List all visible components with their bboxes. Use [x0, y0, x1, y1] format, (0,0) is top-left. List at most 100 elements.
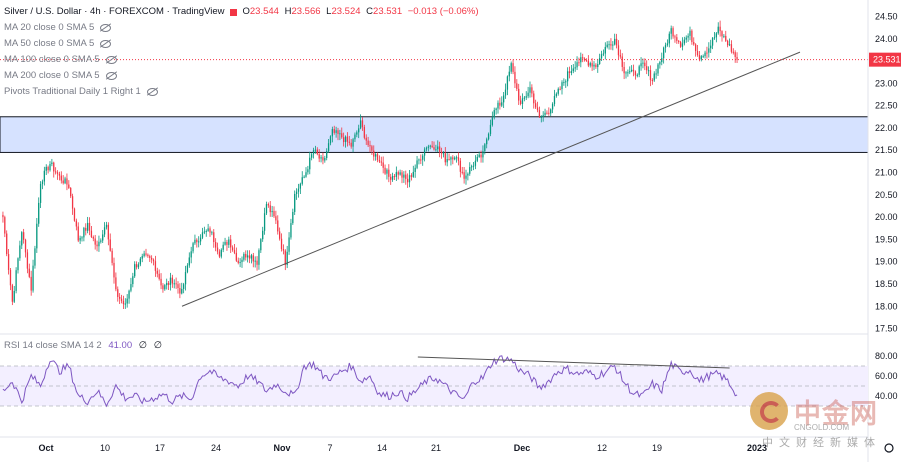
- flag-icon[interactable]: [229, 8, 237, 16]
- candle-body: [19, 245, 21, 259]
- candle-body: [262, 230, 264, 240]
- eye-hidden-icon[interactable]: [105, 72, 117, 80]
- candle-body: [480, 154, 482, 158]
- candle-body: [713, 37, 716, 39]
- indicator-ma50[interactable]: MA 50 close 0 SMA 5: [4, 36, 482, 52]
- candle-body: [194, 239, 196, 244]
- candle-body: [102, 234, 104, 241]
- candle-body: [598, 58, 601, 64]
- candle-body: [363, 127, 366, 138]
- candle-body: [452, 157, 454, 160]
- time-tick-label: Oct: [38, 443, 53, 453]
- candle-body: [450, 157, 452, 160]
- eye-hidden-icon[interactable]: [100, 24, 112, 32]
- candle-body: [62, 180, 64, 184]
- candle-body: [13, 290, 15, 302]
- candle-body: [248, 255, 251, 259]
- candle-body: [525, 96, 527, 98]
- candle-body: [442, 153, 445, 155]
- indicator-ma100-label: MA 100 close 0 SMA 5: [4, 54, 100, 65]
- candle-body: [145, 253, 147, 255]
- rsi-empty-2: ∅: [153, 340, 162, 351]
- eye-hidden-icon[interactable]: [105, 56, 117, 64]
- candle-body: [47, 166, 49, 171]
- candle-body: [397, 172, 399, 175]
- candle-body: [246, 255, 249, 258]
- candle-body: [593, 64, 595, 67]
- candle-body: [120, 298, 123, 301]
- candle-body: [657, 64, 659, 74]
- candle-body: [51, 162, 53, 165]
- candle-body: [670, 28, 672, 34]
- candle-body: [719, 26, 721, 32]
- candle-body: [489, 124, 492, 134]
- candle-body: [551, 103, 554, 110]
- candle-body: [444, 153, 446, 163]
- candle-body: [630, 69, 633, 72]
- candle-body: [60, 175, 62, 181]
- candle-body: [382, 162, 384, 168]
- candle-body: [201, 232, 204, 238]
- candle-body: [606, 44, 608, 47]
- candle-body: [192, 243, 194, 252]
- candle-body: [228, 239, 230, 245]
- candle-body: [519, 100, 522, 104]
- candle-body: [207, 228, 209, 231]
- candle-body: [184, 272, 187, 285]
- candle-body: [348, 141, 350, 143]
- candle-body: [358, 128, 360, 133]
- candle-body: [154, 261, 157, 271]
- candle-body: [369, 145, 371, 147]
- candle-body: [689, 30, 691, 36]
- candle-body: [521, 98, 524, 104]
- eye-hidden-icon[interactable]: [100, 40, 112, 48]
- indicator-ma100[interactable]: MA 100 close 0 SMA 5: [4, 52, 482, 68]
- candle-body: [437, 146, 439, 150]
- candle-body: [342, 137, 345, 143]
- eye-hidden-icon[interactable]: [146, 88, 158, 96]
- candle-body: [711, 37, 714, 46]
- candle-body: [651, 80, 654, 82]
- indicator-ma200[interactable]: MA 200 close 0 SMA 5: [4, 68, 482, 84]
- settings-gear-icon[interactable]: [884, 443, 894, 453]
- candle-body: [484, 144, 486, 152]
- candle-body: [403, 174, 405, 178]
- rsi-legend[interactable]: RSI 14 close SMA 14 2 41.00 ∅ ∅: [4, 340, 162, 351]
- indicator-pivots[interactable]: Pivots Traditional Daily 1 Right 1: [4, 84, 482, 100]
- trendline[interactable]: [181, 51, 801, 307]
- candle-body: [275, 216, 277, 221]
- time-tick-label: 7: [327, 443, 332, 453]
- candle-body: [314, 149, 317, 151]
- candle-body: [205, 230, 207, 232]
- ohlc-high-value: 23.566: [291, 6, 321, 17]
- candle-body: [653, 73, 655, 81]
- candle-body: [231, 247, 234, 251]
- candle-body: [706, 52, 708, 54]
- indicator-ma20[interactable]: MA 20 close 0 SMA 5: [4, 20, 482, 36]
- candle-body: [463, 172, 465, 179]
- candle-body: [213, 232, 215, 243]
- candle-body: [538, 110, 541, 118]
- candle-body: [250, 255, 253, 259]
- candle-body: [277, 220, 279, 232]
- candle-body: [612, 44, 614, 46]
- candle-body: [493, 110, 495, 118]
- candle-body: [222, 244, 224, 250]
- candle-body: [604, 46, 606, 54]
- candle-body: [431, 145, 433, 148]
- candle-body: [86, 222, 89, 231]
- candle-body: [371, 146, 373, 151]
- candle-body: [659, 62, 661, 65]
- candle-body: [418, 159, 420, 161]
- indicator-ma200-label: MA 200 close 0 SMA 5: [4, 70, 100, 81]
- price-tick-label: 19.50: [875, 234, 898, 244]
- candle-body: [107, 224, 110, 240]
- candle-body: [401, 172, 403, 178]
- candle-body: [561, 82, 563, 90]
- candle-body: [708, 48, 710, 53]
- candle-body: [139, 258, 142, 265]
- candle-body: [4, 217, 6, 234]
- candle-body: [339, 133, 341, 135]
- candle-body: [548, 112, 550, 114]
